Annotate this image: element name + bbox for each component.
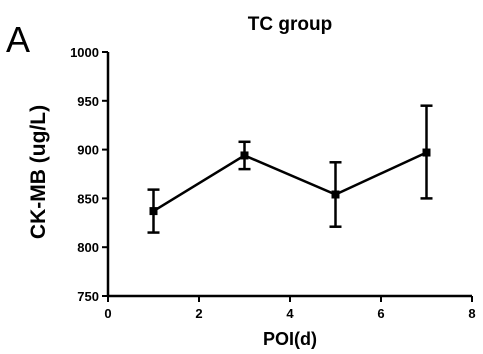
data-point — [331, 190, 340, 199]
y-tick-label: 1000 — [70, 45, 99, 60]
y-tick-label: 950 — [77, 94, 99, 109]
y-tick-label: 750 — [77, 289, 99, 304]
data-point — [149, 207, 158, 216]
data-point — [240, 151, 249, 160]
x-tick-label: 0 — [104, 306, 111, 321]
y-tick-label: 900 — [77, 143, 99, 158]
y-tick-label: 850 — [77, 191, 99, 206]
x-axis-label: POI(d) — [263, 329, 317, 349]
x-tick-label: 8 — [468, 306, 475, 321]
series-line — [152, 151, 428, 213]
x-tick-label: 4 — [286, 306, 294, 321]
ticks: 750 800 850 900 950 1000 0 2 4 6 8 — [70, 45, 476, 321]
chart-title: TC group — [248, 14, 332, 35]
y-tick-label: 800 — [77, 240, 99, 255]
x-tick-label: 6 — [377, 306, 384, 321]
panel-label: A — [6, 19, 30, 60]
x-tick-label: 2 — [195, 306, 202, 321]
data-point — [422, 148, 431, 157]
y-axis-label: CK-MB (ug/L) — [27, 105, 50, 239]
series — [147, 104, 433, 234]
